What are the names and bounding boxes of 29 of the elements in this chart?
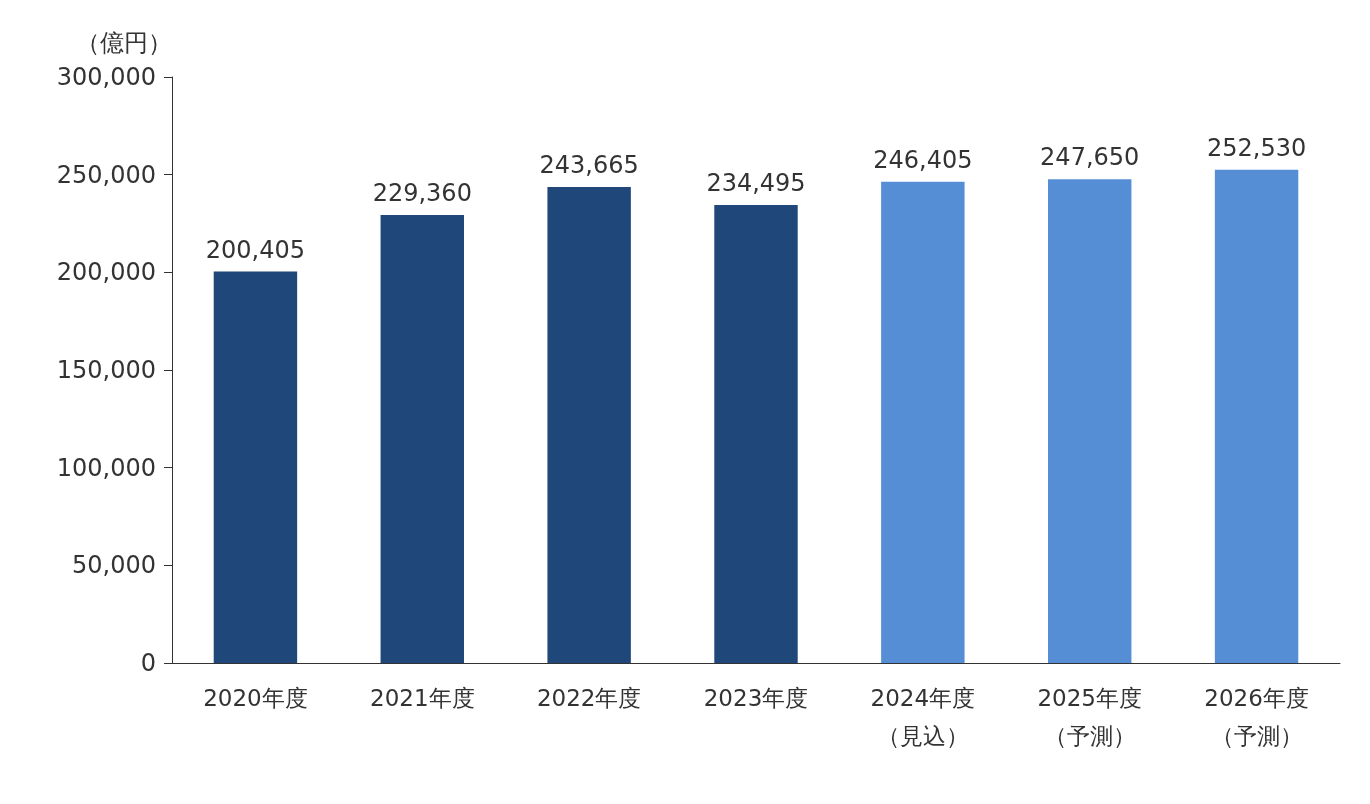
data-label: 200,405 <box>205 235 306 264</box>
bar <box>1048 179 1132 663</box>
bar <box>213 271 298 663</box>
x-tick-label: 2023年度 <box>703 685 809 711</box>
y-tick-label: 150,000 <box>56 356 156 384</box>
data-label: 247,650 <box>1040 143 1140 172</box>
y-axis-title: （億円） <box>76 29 172 57</box>
x-tick-label: 2025年度（予測） <box>1037 685 1142 749</box>
x-tick-label: 2022年度 <box>536 685 642 711</box>
data-label: 234,495 <box>706 168 806 197</box>
bar <box>714 204 798 663</box>
x-tick-label: 2020年度 <box>203 685 308 711</box>
data-label: 243,665 <box>539 151 639 180</box>
y-tick-label: 100,000 <box>56 453 156 482</box>
bar <box>881 181 965 663</box>
bar <box>547 187 631 663</box>
y-tick-label: 300,000 <box>56 63 156 91</box>
x-tick-label: 2021年度 <box>370 685 475 711</box>
x-tick-label: 2026年度（予測） <box>1204 685 1309 749</box>
data-label: 246,405 <box>873 145 973 174</box>
data-label: 229,360 <box>372 178 472 207</box>
data-label: 252,530 <box>1206 133 1307 162</box>
y-tick-label: 0 <box>140 649 156 677</box>
bar <box>380 214 464 663</box>
y-tick-label: 50,000 <box>72 551 156 580</box>
bar <box>1214 169 1299 663</box>
y-tick-label: 250,000 <box>56 160 156 189</box>
y-tick-label: 200,000 <box>56 258 156 287</box>
x-tick-label: 2024年度（見込） <box>870 685 976 749</box>
